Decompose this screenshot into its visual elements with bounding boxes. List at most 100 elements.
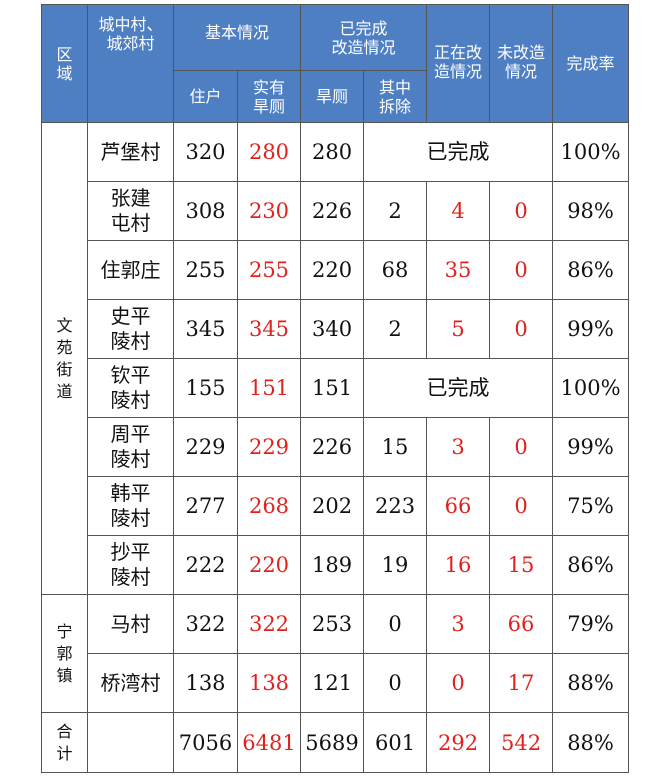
demolished-cell: 2 <box>363 299 428 359</box>
dry-toilet-cell: 226 <box>300 181 365 241</box>
village-name: 史平 陵村 <box>87 299 174 359</box>
total-in-progress-text: 292 <box>437 730 479 755</box>
not-started-cell: 66 <box>489 594 554 654</box>
completion-rate-cell-text: 99% <box>567 435 614 459</box>
in-progress-cell-text: 0 <box>451 671 465 695</box>
not-started-cell: 0 <box>489 240 554 300</box>
demolished-cell: 0 <box>363 653 428 713</box>
existing-dry-toilet-cell: 268 <box>236 476 302 536</box>
region-ningguo: 宁郭镇 <box>41 594 88 713</box>
village-name: 抄平 陵村 <box>87 535 174 595</box>
in-progress-cell-text: 35 <box>444 258 472 282</box>
dry-toilet-cell-text: 189 <box>311 553 353 577</box>
not-started-cell-text: 0 <box>514 435 528 459</box>
completion-rate-cell: 86% <box>552 535 630 595</box>
demolished-cell-text: 19 <box>381 553 409 577</box>
village-name-text: 韩平 陵村 <box>110 481 151 530</box>
region-total-text: 合计 <box>56 721 73 763</box>
existing-dry-toilet-cell: 151 <box>236 358 302 418</box>
existing-dry-toilet-cell-text: 268 <box>248 494 290 518</box>
completion-rate-cell-text: 100% <box>560 140 621 164</box>
completion-rate-cell: 99% <box>552 417 630 477</box>
region-total: 合计 <box>41 712 88 773</box>
in-progress-cell: 0 <box>426 653 491 713</box>
total-households: 7056 <box>173 712 238 773</box>
region-ningguo-text: 宁郭镇 <box>56 621 73 685</box>
in-progress-cell: 4 <box>426 181 491 241</box>
in-progress-cell-text: 3 <box>451 612 465 636</box>
existing-dry-toilet-cell-text: 255 <box>248 258 290 282</box>
total-dry-toilets: 5689 <box>300 712 365 773</box>
dry-toilet-cell: 151 <box>300 358 365 418</box>
demolished-cell: 15 <box>363 417 428 477</box>
not-started-cell-text: 17 <box>507 671 535 695</box>
not-started-cell: 0 <box>489 417 554 477</box>
existing-dry-toilet-cell: 138 <box>236 653 302 713</box>
completion-rate-cell-text: 99% <box>567 317 614 341</box>
demolished-cell-text: 2 <box>388 199 402 223</box>
completed-status-cell-text: 已完成 <box>426 140 490 164</box>
households-cell: 277 <box>173 476 238 536</box>
header-households: 住户 <box>173 70 238 123</box>
total-households-text: 7056 <box>178 730 233 755</box>
not-started-cell-text: 0 <box>514 317 528 341</box>
existing-dry-toilet-cell-text: 220 <box>248 553 290 577</box>
demolished-cell-text: 223 <box>374 494 416 518</box>
existing-dry-toilet-cell-text: 345 <box>248 317 290 341</box>
total-existing-dry-toilets-text: 6481 <box>242 730 296 755</box>
table-row: 文苑街道芦堡村 320 280 280 已完成 100% <box>41 122 630 595</box>
dry-toilet-cell: 280 <box>300 122 365 182</box>
existing-dry-toilet-cell-text: 138 <box>248 671 290 695</box>
households-cell-text: 155 <box>185 376 226 400</box>
dry-toilet-cell-text: 226 <box>311 199 353 223</box>
in-progress-cell: 16 <box>426 535 491 595</box>
header-basic-info: 基本情况 <box>172 4 302 71</box>
dry-toilet-cell: 202 <box>300 476 365 536</box>
table-body: 文苑街道芦堡村 320 280 280 已完成 100% 张建 屯村 308 230 226 2 4 0 9… <box>41 122 630 773</box>
village-name: 芦堡村 <box>87 122 174 182</box>
completion-rate-cell: 99% <box>552 299 630 359</box>
existing-dry-toilet-cell: 230 <box>236 181 302 241</box>
total-not-started: 542 <box>489 712 554 773</box>
existing-dry-toilet-cell: 345 <box>236 299 302 359</box>
not-started-cell-text: 0 <box>514 199 528 223</box>
households-cell-text: 320 <box>185 140 226 164</box>
dry-toilet-cell-text: 253 <box>311 612 353 636</box>
in-progress-cell: 66 <box>426 476 491 536</box>
table-row: 抄平 陵村 222 220 189 19 16 15 86% <box>42 535 630 595</box>
village-name: 张建 屯村 <box>87 181 174 241</box>
completion-rate-cell: 75% <box>552 476 630 536</box>
village-name: 马村 <box>87 594 174 654</box>
village-name-text: 周平 陵村 <box>110 422 151 471</box>
existing-dry-toilet-cell: 255 <box>236 240 302 300</box>
total-demolished-text: 601 <box>374 730 416 755</box>
in-progress-cell: 35 <box>426 240 491 300</box>
header-not-started: 未改造 情况 <box>489 4 554 123</box>
village-name-text: 芦堡村 <box>100 139 161 164</box>
completion-rate-cell: 98% <box>552 181 630 241</box>
header-existing-dry-toilets: 实有 旱厕 <box>236 70 302 123</box>
households-cell: 320 <box>173 122 238 182</box>
in-progress-cell-text: 66 <box>444 494 472 518</box>
demolished-cell-text: 0 <box>388 612 402 636</box>
table-row: 钦平 陵村 155 151 151 已完成 100% <box>42 358 630 418</box>
demolished-cell-text: 0 <box>388 671 402 695</box>
table-row: 桥湾村 138 138 121 0 0 17 88% <box>42 653 630 713</box>
existing-dry-toilet-cell: 322 <box>236 594 302 654</box>
total-existing-dry-toilets: 6481 <box>236 712 302 773</box>
dry-toilet-cell-text: 121 <box>311 671 353 695</box>
table-row: 宁郭镇 马村 322 322 253 0 3 66 79% <box>41 594 630 713</box>
total-in-progress: 292 <box>426 712 491 773</box>
village-name-text: 住郭庄 <box>100 257 161 282</box>
in-progress-cell-text: 3 <box>451 435 465 459</box>
total-completion-rate: 88% <box>552 712 630 773</box>
demolished-cell-text: 68 <box>381 258 409 282</box>
completion-rate-cell-text: 98% <box>567 199 614 223</box>
village-name: 韩平 陵村 <box>87 476 174 536</box>
dry-toilet-cell-text: 226 <box>311 435 353 459</box>
dry-toilet-cell: 253 <box>300 594 365 654</box>
dry-toilet-cell-text: 280 <box>311 140 353 164</box>
not-started-cell-text: 0 <box>514 258 528 282</box>
demolished-cell: 19 <box>363 535 428 595</box>
village-name-text: 史平 陵村 <box>110 304 151 353</box>
